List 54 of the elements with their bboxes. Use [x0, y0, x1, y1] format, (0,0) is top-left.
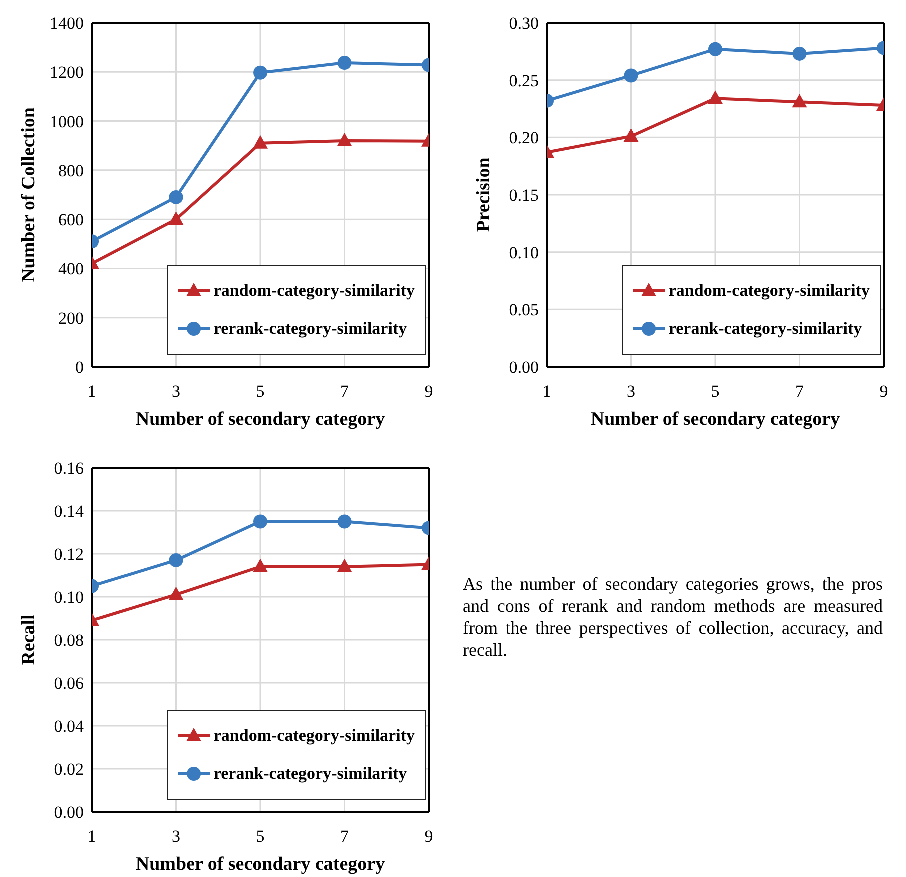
- x-tick-label: 9: [424, 827, 434, 846]
- x-tick-label: 9: [424, 382, 434, 402]
- y-tick-label: 0.15: [509, 186, 539, 206]
- x-tick-label: 3: [172, 382, 180, 402]
- x-axis-title: Number of secondary category: [136, 409, 386, 430]
- x-tick-label: 9: [880, 382, 888, 402]
- y-tick-label: 0.00: [509, 358, 539, 378]
- legend-label: rerank-category-similarity: [214, 319, 408, 340]
- y-tick-label: 0: [76, 358, 84, 378]
- text: As the number of secondary categories grows, the pros and cons of rerank and random methods are measured from the three perspectives of collection, accuracy, and recall.: [463, 573, 883, 661]
- y-tick-label: 400: [58, 260, 84, 279]
- x-tick-label: 5: [711, 382, 720, 402]
- y-tick-label: 600: [58, 210, 84, 230]
- y-tick-label: 200: [58, 308, 84, 328]
- x-tick-label: 7: [340, 827, 350, 846]
- y-tick-label: 0.00: [54, 803, 84, 822]
- x-tick-label: 1: [88, 827, 96, 846]
- y-tick-label: 0.08: [54, 631, 84, 650]
- y-tick-label: 0.04: [54, 717, 84, 736]
- y-axis-title: Precision: [474, 157, 495, 232]
- y-tick-label: 0.30: [509, 14, 539, 34]
- legend-label: random-category-similarity: [668, 281, 870, 302]
- y-axis-title: Recall: [18, 614, 40, 666]
- y-tick-label: 0.16: [54, 459, 84, 478]
- x-axis-title: Number of secondary category: [136, 854, 386, 875]
- y-tick-label: 1200: [50, 63, 84, 82]
- x-tick-label: 3: [172, 827, 180, 846]
- y-tick-label: 0.05: [509, 300, 539, 320]
- legend-label: random-category-similarity: [214, 281, 415, 302]
- x-tick-label: 7: [796, 382, 804, 402]
- y-tick-label: 0.14: [54, 502, 84, 522]
- point: [254, 66, 268, 80]
- y-tick-label: 1000: [50, 112, 84, 132]
- legend-label: rerank-category-similarity: [668, 319, 862, 340]
- y-axis-title: Number of Collection: [18, 107, 40, 282]
- point: [253, 135, 268, 149]
- y-tick-label: 0.12: [54, 545, 84, 564]
- x-tick-label: 3: [627, 382, 636, 402]
- x-axis-title: Number of secondary category: [590, 409, 841, 430]
- y-tick-label: 1400: [50, 14, 84, 34]
- x-tick-label: 1: [88, 382, 96, 402]
- y-tick-label: 0.06: [54, 674, 84, 694]
- x-tick-label: 5: [256, 382, 265, 402]
- y-tick-label: 0.20: [509, 128, 539, 148]
- x-tick-label: 1: [542, 382, 552, 402]
- y-tick-label: 0.25: [509, 71, 539, 90]
- x-tick-label: 5: [256, 827, 265, 846]
- y-tick-label: 800: [58, 161, 84, 180]
- legend-label: random-category-similarity: [214, 726, 415, 746]
- legend-label: rerank-category-similarity: [214, 764, 408, 784]
- y-tick-label: 0.02: [54, 760, 84, 780]
- y-tick-label: 0.10: [54, 588, 84, 608]
- y-tick-label: 0.10: [509, 243, 539, 262]
- x-tick-label: 7: [340, 382, 350, 402]
